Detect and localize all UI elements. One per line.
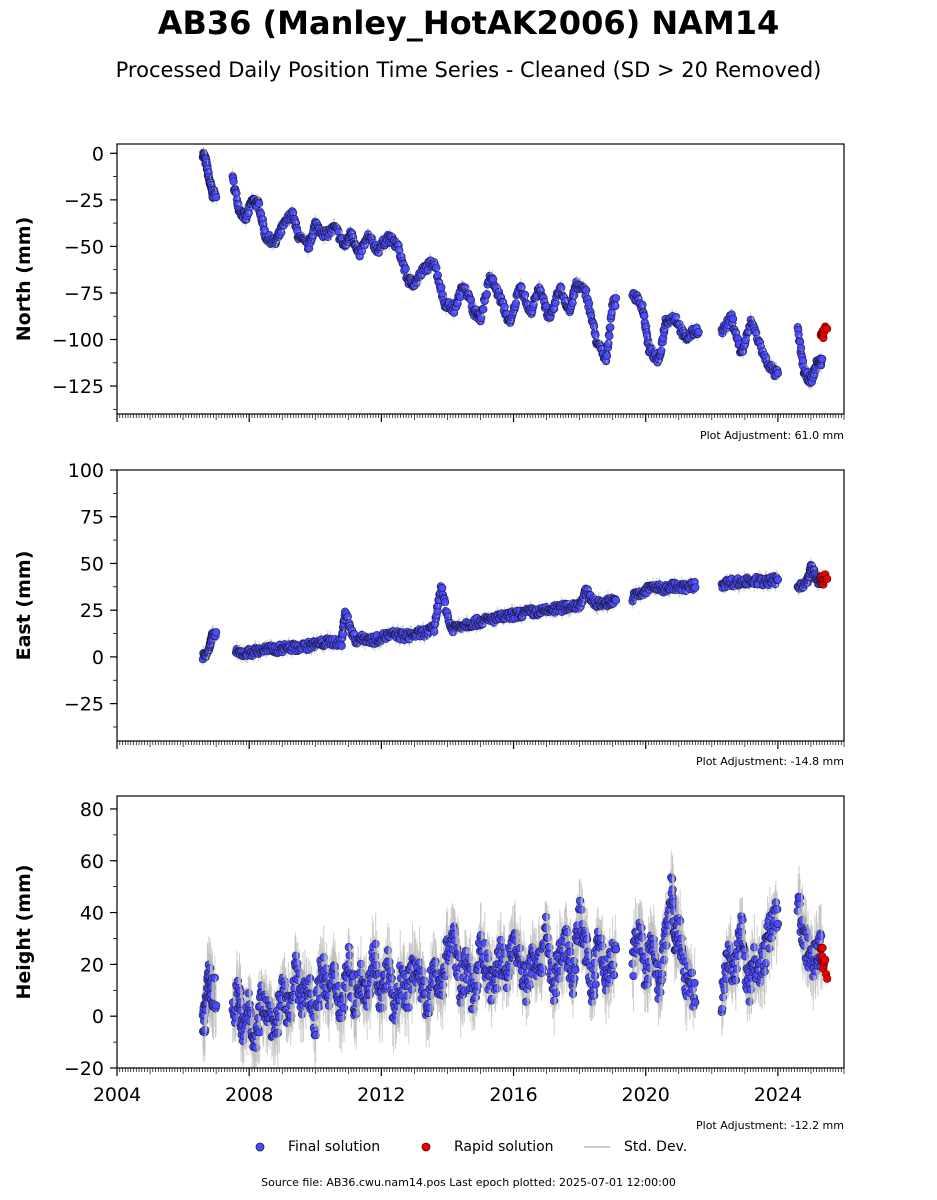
- final-point: [212, 1001, 221, 1010]
- y-tick-label: 0: [92, 143, 104, 165]
- final-point: [371, 939, 380, 949]
- final-point: [606, 323, 615, 332]
- final-point: [432, 263, 441, 272]
- final-point: [591, 330, 600, 340]
- height-plot-area: [198, 850, 832, 1068]
- east-plot-area: [198, 557, 832, 666]
- y-tick-label: −100: [52, 330, 104, 352]
- y-tick-label: −125: [52, 376, 104, 398]
- final-point: [584, 299, 594, 308]
- height-final-series: [198, 850, 827, 1068]
- final-point: [212, 628, 221, 637]
- final-point: [479, 305, 488, 314]
- final-point: [611, 596, 621, 605]
- rapid-point: [823, 324, 832, 333]
- y-tick-label: 50: [80, 553, 104, 575]
- north-plot-area: [198, 146, 832, 390]
- final-point: [511, 299, 521, 308]
- final-point: [611, 294, 621, 303]
- north-panel: 0 −25 −50 −75 −100 −125 North (mm): [13, 143, 845, 422]
- final-point: [611, 301, 620, 311]
- final-point: [818, 354, 827, 364]
- final-point: [477, 313, 486, 323]
- y-tick-label: −25: [64, 190, 104, 212]
- final-point: [773, 575, 783, 584]
- final-point: [773, 369, 783, 378]
- final-point: [229, 177, 238, 186]
- final-point: [430, 627, 439, 636]
- east-frame: [116, 469, 845, 742]
- final-point: [440, 598, 450, 607]
- final-point: [605, 331, 614, 341]
- final-point: [657, 346, 666, 355]
- north-y-axis-label: North (mm): [13, 217, 35, 342]
- final-point: [438, 583, 447, 593]
- final-point: [255, 1028, 264, 1037]
- y-tick-label: 100: [68, 460, 104, 482]
- final-point: [691, 583, 700, 592]
- y-tick-label: 25: [80, 600, 104, 622]
- final-point: [482, 290, 491, 299]
- final-point: [337, 641, 346, 650]
- final-point: [589, 322, 599, 331]
- final-point: [404, 1003, 413, 1012]
- y-tick-label: 0: [92, 647, 104, 669]
- y-tick-label: −50: [64, 236, 104, 258]
- final-point: [401, 264, 410, 273]
- final-point: [694, 327, 703, 337]
- final-point: [602, 351, 612, 360]
- chart-subtitle: Processed Daily Position Time Series - C…: [115, 58, 822, 82]
- rapid-point: [823, 574, 832, 583]
- y-tick-label: −75: [64, 283, 104, 305]
- final-point: [254, 199, 264, 208]
- final-point: [568, 298, 577, 307]
- final-point: [210, 973, 219, 982]
- final-point: [291, 951, 301, 960]
- final-point: [582, 286, 591, 295]
- east-final-series: [198, 557, 827, 666]
- final-point: [796, 343, 806, 352]
- east-y-axis-label: East (mm): [13, 551, 35, 661]
- north-frame: [116, 143, 845, 415]
- final-point: [437, 283, 446, 292]
- east-rapid-series: [816, 570, 832, 589]
- final-point: [521, 290, 530, 299]
- east-panel: 100 75 50 25 0 −25 East (mm): [13, 460, 845, 749]
- final-point: [212, 193, 221, 202]
- final-point: [557, 283, 566, 292]
- north-final-series: [198, 146, 827, 390]
- y-tick-label: 75: [80, 507, 104, 529]
- y-tick-label: −25: [64, 694, 104, 716]
- north-rapid-series: [816, 322, 832, 343]
- final-point: [500, 302, 509, 312]
- final-point: [728, 314, 738, 323]
- chart-title: AB36 (Manley_HotAK2006) NAM14: [157, 4, 780, 42]
- final-point: [343, 612, 352, 621]
- final-point: [517, 283, 526, 292]
